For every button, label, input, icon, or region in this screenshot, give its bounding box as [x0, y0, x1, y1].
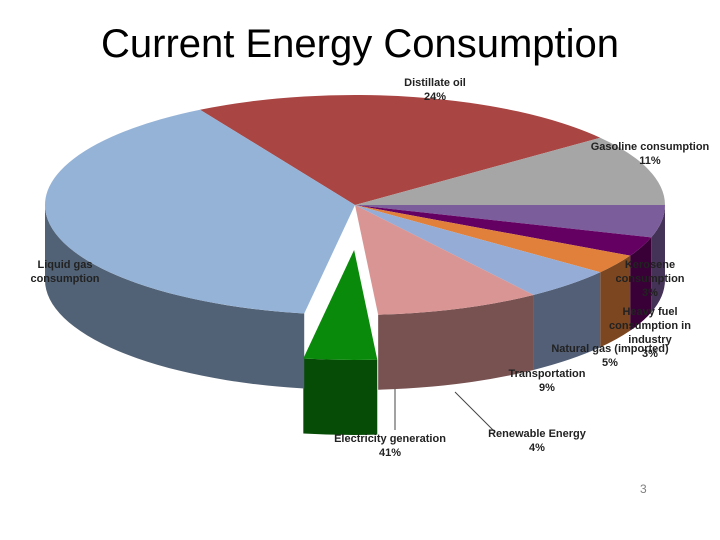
slice [355, 205, 652, 256]
category-label: Renewable Energy [488, 428, 586, 440]
slice-label: Heavy fuel consumption in industry 3% [590, 305, 710, 361]
slice [44, 109, 355, 314]
slice-label: Electricity generation 41% [330, 432, 450, 460]
slice-side [533, 272, 601, 370]
category-label: Gasoline consumption [590, 141, 710, 153]
slice-label: Transportation 9% [487, 367, 607, 395]
slice-side [45, 205, 305, 389]
value-label: 3% [642, 287, 658, 299]
category-label: Liquid gas consumption [30, 259, 100, 285]
slice-side [378, 294, 534, 390]
slice [355, 205, 534, 315]
slice-side [303, 358, 378, 435]
value-label: 5% [602, 357, 618, 369]
slide-number: 3 [640, 482, 647, 496]
slice [355, 205, 665, 238]
value-label: 24% [423, 91, 447, 103]
slice [200, 94, 601, 205]
slice-side [600, 255, 631, 348]
value-label: 11% [639, 155, 661, 167]
slice-side [630, 237, 652, 331]
category-label: Electricity generation [334, 433, 446, 445]
chart-title: Current Energy Consumption [100, 22, 620, 66]
value-label: 9% [539, 382, 555, 394]
slice-label: Liquid gas consumption [5, 258, 125, 286]
value-label: 4% [529, 442, 545, 454]
slice-label: Gasoline consumption 11% [590, 140, 710, 168]
slice [355, 137, 665, 205]
category-label: Heavy fuel consumption in industry [609, 306, 691, 346]
slice-side [651, 205, 665, 313]
slice [355, 205, 631, 273]
category-label: Natural gas (imported) [551, 343, 669, 355]
category-label: Kerosene consumption [615, 259, 685, 285]
slice [303, 249, 378, 360]
slice-label: Distillate oil 24% [375, 76, 495, 104]
slice-label: Kerosene consumption 3% [590, 258, 710, 300]
leader-line [454, 391, 496, 433]
category-label: Transportation [508, 368, 586, 380]
slice-label: Natural gas (imported) 5% [550, 342, 670, 370]
slice [355, 205, 601, 295]
value-label: 3% [642, 348, 658, 360]
slice-label: Renewable Energy 4% [477, 427, 597, 455]
category-label: Distillate oil [404, 77, 466, 89]
value-label: 41% [378, 447, 402, 459]
